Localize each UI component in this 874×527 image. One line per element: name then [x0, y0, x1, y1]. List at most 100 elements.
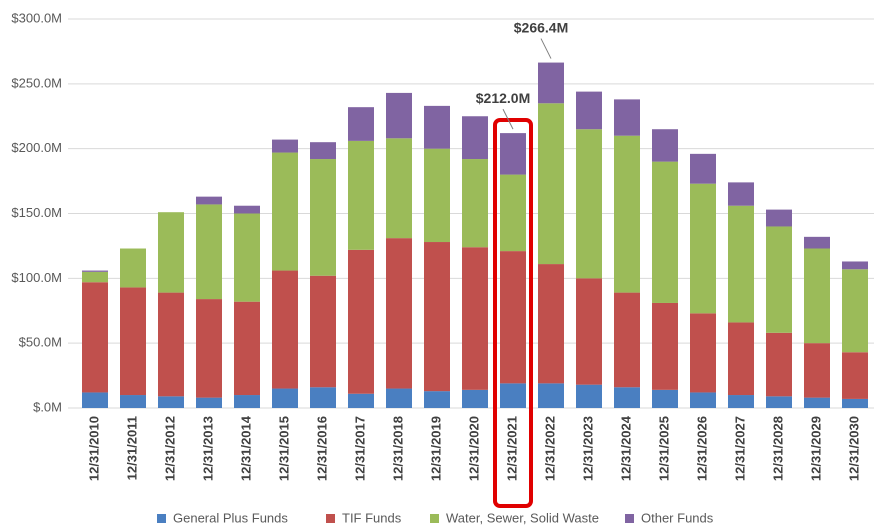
bar-segment [424, 242, 450, 392]
bar-segment [386, 138, 412, 239]
legend-swatch [326, 514, 335, 523]
bar-segment [310, 159, 336, 276]
bar-segment [614, 135, 640, 293]
x-tick-label: 12/31/2017 [352, 416, 367, 481]
bar-segment [728, 395, 754, 408]
x-tick-label: 12/31/2011 [124, 416, 139, 480]
bar-segment [576, 129, 602, 279]
bar-segment [614, 292, 640, 388]
bar-segment [386, 388, 412, 408]
bar-segment [234, 395, 260, 408]
bar-segment [766, 332, 792, 397]
bar-segment [196, 397, 222, 408]
legend-swatch [430, 514, 439, 523]
x-tick-label: 12/31/2015 [276, 416, 291, 481]
bar-segment [652, 161, 678, 303]
bar-segment [652, 129, 678, 162]
legend-label: Water, Sewer, Solid Waste [446, 510, 599, 525]
bar-segment [728, 205, 754, 323]
bar-segment [120, 248, 146, 288]
annotation-leader [502, 108, 514, 130]
bar-segment [576, 384, 602, 408]
bar-segment [386, 238, 412, 389]
bar-segment [348, 140, 374, 250]
x-tick-label: 12/31/2030 [846, 416, 861, 481]
bar-segment [82, 271, 108, 283]
bar-segment [804, 397, 830, 408]
bar-segment [500, 174, 526, 252]
x-tick-label: 12/31/2019 [428, 416, 443, 481]
bar-segment [272, 270, 298, 389]
bar-segment [310, 275, 336, 388]
legend-label: TIF Funds [342, 510, 402, 525]
highlight-box [493, 118, 533, 508]
bar-segment [500, 251, 526, 384]
bar-segment [462, 389, 488, 408]
x-tick-label: 12/31/2012 [162, 416, 177, 481]
bar-segment [804, 343, 830, 398]
bar-segment [158, 396, 184, 408]
bar-segment [158, 292, 184, 397]
bar-segment [842, 352, 868, 399]
bar-segment [310, 387, 336, 408]
bar-segment [462, 159, 488, 248]
bar-segment [196, 204, 222, 300]
bar-segment [348, 393, 374, 408]
x-tick-label: 12/31/2022 [542, 416, 557, 481]
bar-segment [842, 261, 868, 270]
bar-segment [652, 389, 678, 408]
x-tick-label: 12/31/2021 [504, 416, 519, 481]
bar-segment [158, 212, 184, 293]
bar-segment [82, 282, 108, 393]
bar-segment [120, 395, 146, 408]
bar-segment [804, 248, 830, 344]
legend-swatch [157, 514, 166, 523]
bar-segment [538, 264, 564, 384]
x-tick-label: 12/31/2010 [86, 416, 101, 481]
y-tick-label: $150.0M [11, 205, 62, 220]
x-tick-label: 12/31/2013 [200, 416, 215, 481]
bar-segment [348, 249, 374, 394]
bar-segment [538, 103, 564, 265]
annotation: $212.0M [476, 90, 530, 106]
annotation: $266.4M [514, 19, 568, 35]
bar-segment [842, 398, 868, 408]
bar-segment [614, 99, 640, 136]
bar-segment [272, 388, 298, 408]
bar-segment [234, 301, 260, 396]
x-tick-label: 12/31/2025 [656, 416, 671, 481]
bar-segment [310, 142, 336, 160]
bar-segment [272, 152, 298, 271]
bar-segment [766, 396, 792, 408]
x-tick-label: 12/31/2029 [808, 416, 823, 481]
x-tick-label: 12/31/2027 [732, 416, 747, 481]
bar-segment [424, 391, 450, 408]
bar-segment [462, 247, 488, 390]
y-tick-label: $50.0M [19, 335, 62, 350]
bar-segment [690, 183, 716, 314]
bar-segment [234, 213, 260, 302]
y-tick-label: $.0M [33, 399, 62, 414]
bar-segment [652, 302, 678, 390]
bar-segment [234, 205, 260, 214]
bar-segment [766, 226, 792, 333]
bar-segment [576, 91, 602, 130]
bar-segment [690, 392, 716, 408]
bar-segment [728, 322, 754, 396]
bar-segment [386, 92, 412, 139]
y-tick-label: $300.0M [11, 10, 62, 25]
bar-segment [196, 299, 222, 398]
bar-segment [728, 182, 754, 206]
bar-segment [500, 133, 526, 175]
bar-segment [842, 269, 868, 353]
x-tick-label: 12/31/2024 [618, 415, 633, 481]
bar-segment [500, 383, 526, 408]
x-tick-label: 12/31/2014 [238, 415, 253, 481]
y-tick-label: $100.0M [11, 270, 62, 285]
bar-segment [462, 116, 488, 160]
legend-label: Other Funds [641, 510, 714, 525]
bar-segment [538, 383, 564, 408]
bar-segment [272, 139, 298, 153]
bar-segment [82, 392, 108, 408]
bar-segment [576, 278, 602, 385]
